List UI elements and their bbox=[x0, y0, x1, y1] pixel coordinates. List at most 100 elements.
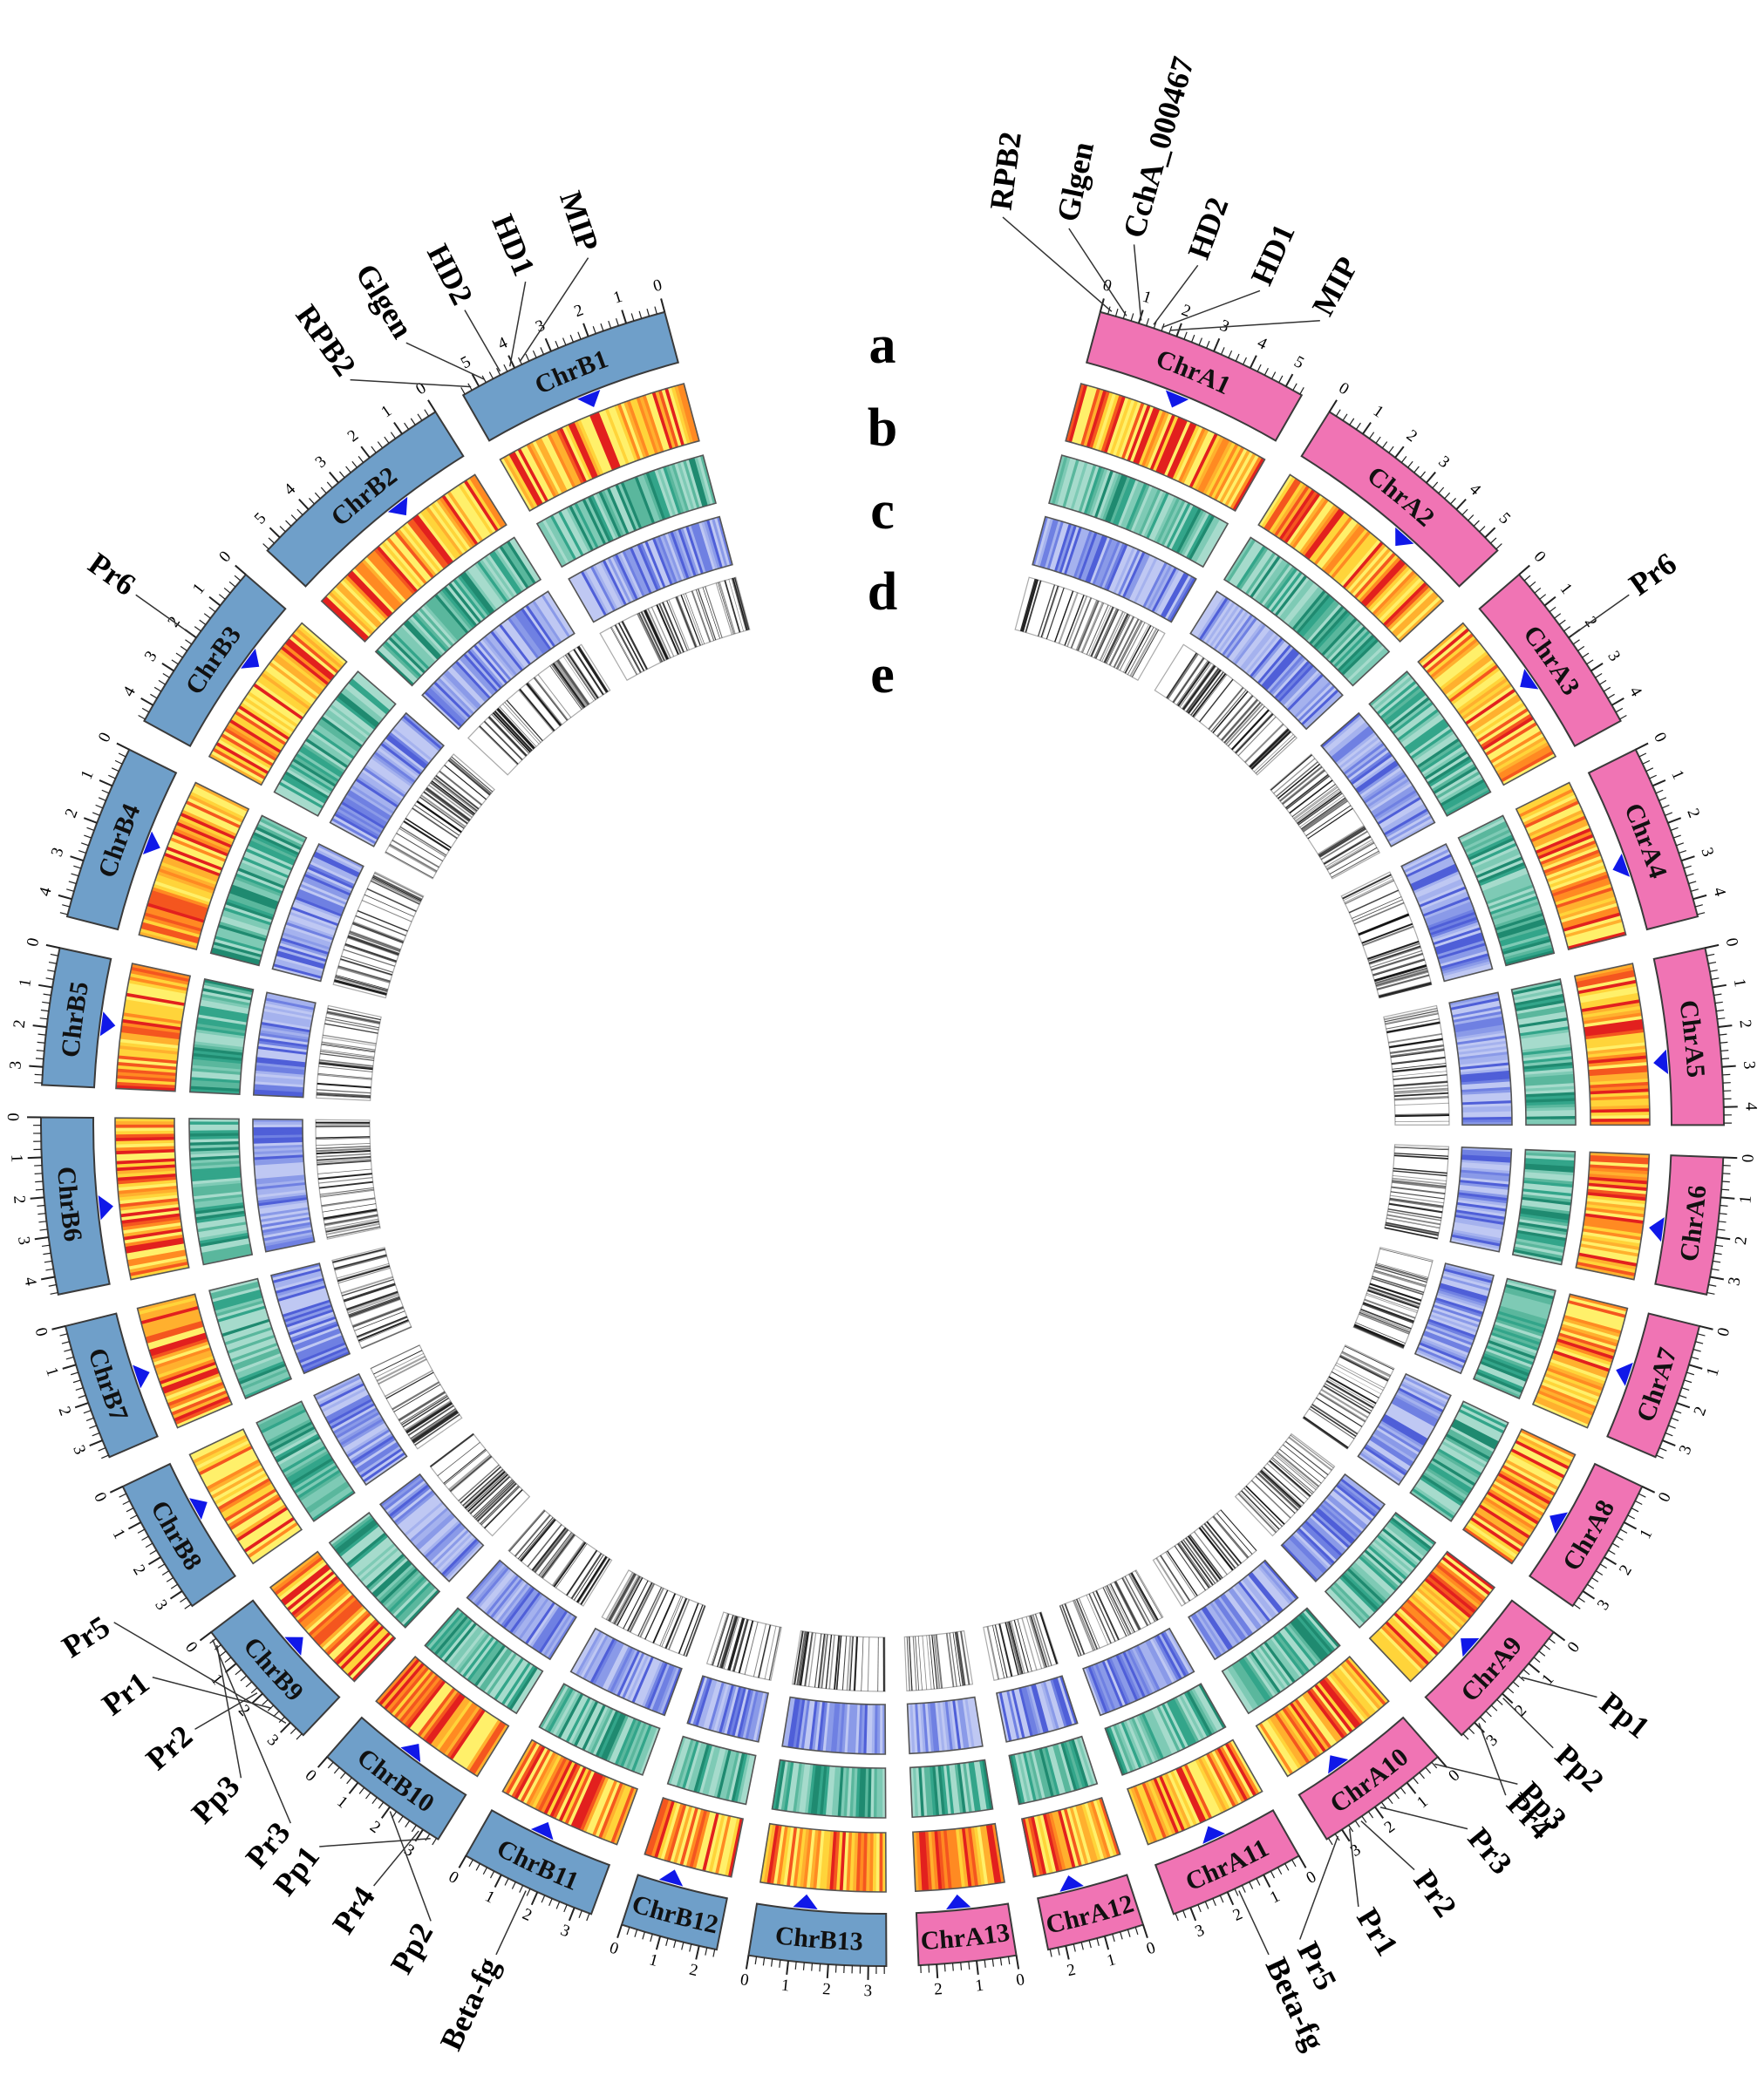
track-c-gc-chra2 bbox=[1223, 536, 1391, 687]
track-c-gc-bin bbox=[1287, 1623, 1322, 1664]
minor-tick bbox=[95, 804, 104, 809]
track-e-line bbox=[1358, 914, 1410, 936]
track-e-line bbox=[385, 851, 433, 879]
minor-tick bbox=[38, 1221, 47, 1223]
track-b-heat-bin bbox=[236, 707, 289, 743]
minor-tick bbox=[65, 1356, 74, 1360]
track-c-gc-bin bbox=[347, 1534, 389, 1569]
track-c-gc-bin bbox=[425, 601, 461, 642]
track-b-heat-bin bbox=[502, 455, 536, 510]
track-c-gc-chrb6 bbox=[188, 1118, 254, 1266]
track-c-gc-bin bbox=[681, 1740, 699, 1790]
minor-tick bbox=[64, 1349, 72, 1352]
track-c-gc-bin bbox=[1350, 1563, 1390, 1601]
track-d-density-bin bbox=[1461, 1081, 1511, 1088]
tick-label: 1 bbox=[1667, 767, 1687, 782]
track-d-density-bin bbox=[424, 691, 463, 728]
minor-tick bbox=[626, 1927, 630, 1936]
track-b-heat-bin bbox=[1188, 1761, 1219, 1817]
track-b-heat-bin bbox=[1511, 1446, 1567, 1476]
track-b-heat-bin bbox=[508, 453, 541, 507]
track-b-heat-bin bbox=[1589, 1161, 1649, 1169]
track-d-density-bin bbox=[336, 1413, 382, 1441]
track-d-density-bin bbox=[1239, 1579, 1273, 1621]
track-d-density-bin bbox=[1231, 1585, 1264, 1628]
minor-tick bbox=[59, 1333, 68, 1337]
track-c-gc-bin bbox=[1198, 521, 1226, 566]
track-e-line bbox=[400, 1394, 447, 1424]
track-c-gc-chra11 bbox=[1104, 1683, 1227, 1776]
track-e-line bbox=[1384, 1007, 1438, 1021]
track-e-line bbox=[1250, 731, 1291, 770]
track-c-gc-bin bbox=[242, 1373, 290, 1396]
track-d-density-bin bbox=[503, 620, 536, 663]
track-c-gc-bin bbox=[1335, 632, 1373, 670]
track-d-density-bin bbox=[402, 1499, 442, 1534]
minor-tick bbox=[1634, 1500, 1643, 1506]
track-b-heat-bin bbox=[520, 446, 552, 501]
track-b-heat-bin bbox=[435, 1699, 473, 1751]
track-b-heat-bin bbox=[361, 558, 405, 605]
track-b-heat-bin bbox=[192, 785, 248, 815]
track-e-line bbox=[1262, 1468, 1303, 1507]
track-b-heat-bin bbox=[1509, 1451, 1563, 1482]
track-d-density-bin bbox=[520, 1598, 552, 1642]
track-c-gc-bin bbox=[276, 786, 321, 814]
track-b-heat-bin bbox=[118, 1051, 178, 1061]
track-b-heat-bin bbox=[143, 915, 201, 936]
track-e-line bbox=[1167, 1550, 1198, 1596]
minor-tick bbox=[48, 1283, 57, 1287]
track-d-density-bin bbox=[253, 1126, 303, 1131]
track-b-heat-bin bbox=[1566, 1303, 1625, 1323]
track-b-heat-bin bbox=[1095, 1799, 1117, 1857]
track-d-density-bin bbox=[302, 1348, 349, 1371]
track-c-gc-bin bbox=[1233, 1662, 1264, 1706]
track-d-density-bin bbox=[1034, 517, 1052, 567]
track-d-density-bin bbox=[1461, 1164, 1511, 1172]
tick-label: 0 bbox=[90, 1490, 110, 1506]
minor-tick bbox=[1661, 804, 1670, 809]
track-b-heat-bin bbox=[153, 883, 211, 906]
track-b-heat-bin bbox=[293, 629, 342, 671]
minor-tick bbox=[1681, 1387, 1690, 1392]
track-c-gc-bin bbox=[1041, 1747, 1058, 1797]
track-e-line bbox=[401, 1395, 448, 1426]
tick-label: 2 bbox=[344, 426, 362, 446]
track-c-gc-bin bbox=[1155, 1705, 1181, 1752]
track-c-gc-bin bbox=[217, 926, 266, 944]
track-b-heat-bin bbox=[1391, 1614, 1437, 1659]
track-d-density-bin bbox=[739, 1689, 754, 1739]
track-c-gc-bin bbox=[561, 508, 587, 555]
track-c-gc-bin bbox=[190, 1076, 241, 1084]
track-b-heat-bin bbox=[1534, 1398, 1590, 1426]
track-b-heat-bin bbox=[242, 698, 294, 736]
track-d-density-bin bbox=[1434, 1299, 1483, 1318]
track-c-gc-bin bbox=[976, 1760, 987, 1811]
track-b-heat-bin bbox=[317, 1602, 364, 1646]
track-e-line bbox=[1373, 1269, 1427, 1286]
track-b-heat-outline bbox=[115, 963, 192, 1092]
chromosome-block-chrb8 bbox=[121, 1462, 237, 1608]
track-b-heat-bin bbox=[1194, 1759, 1224, 1813]
major-tick bbox=[1394, 446, 1405, 459]
minor-tick bbox=[43, 993, 51, 997]
track-e-line bbox=[956, 1631, 966, 1686]
track-b-heat-bin bbox=[401, 524, 442, 574]
track-e-line bbox=[1320, 830, 1368, 861]
track-c-gc-bin bbox=[1325, 1589, 1362, 1629]
tick-label: 1 bbox=[42, 1365, 62, 1378]
track-b-heat-bin bbox=[280, 645, 330, 686]
track-e-line bbox=[414, 1413, 460, 1446]
track-c-gc-bin bbox=[619, 1719, 642, 1768]
minor-tick bbox=[278, 1716, 285, 1723]
track-b-heat-bin bbox=[1580, 996, 1640, 1010]
track-d-density-bin bbox=[1243, 632, 1277, 673]
track-b-heat-bin bbox=[1100, 394, 1123, 453]
track-c-gc-bin bbox=[1388, 697, 1431, 731]
track-d-density-bin bbox=[1113, 547, 1136, 595]
track-b-heat-chrb5 bbox=[115, 963, 192, 1092]
major-tick bbox=[224, 1663, 237, 1673]
track-d-density-bin bbox=[755, 1692, 769, 1742]
track-b-heat-bin bbox=[438, 1701, 476, 1753]
track-b-heat-bin bbox=[1551, 874, 1610, 898]
